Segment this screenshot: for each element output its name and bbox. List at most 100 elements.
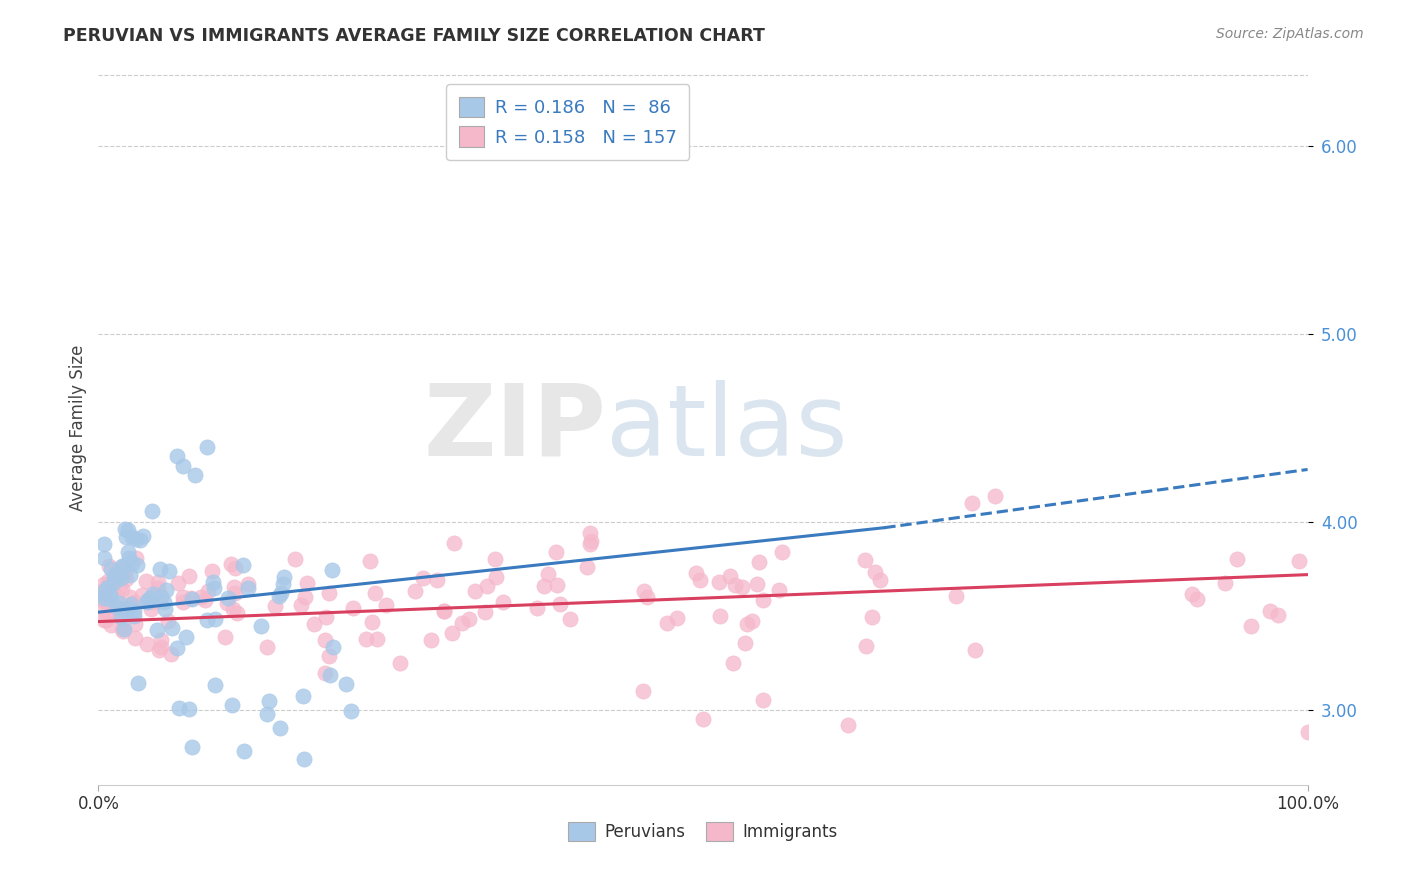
Point: [135, 574, 157, 588]
Point: [267, 589, 290, 603]
Point: [111, 622, 134, 636]
Point: [412, 571, 434, 585]
Point: [142, 587, 165, 601]
Point: [560, 612, 582, 626]
Point: [118, 591, 141, 605]
Point: [718, 569, 741, 583]
Point: [1296, 725, 1319, 739]
Point: [863, 565, 886, 579]
Point: [741, 614, 763, 628]
Point: [1181, 587, 1204, 601]
Point: [256, 640, 278, 654]
Point: [114, 572, 136, 586]
Point: [93, 588, 115, 602]
Point: [269, 721, 291, 735]
Point: [224, 580, 246, 594]
Point: [121, 530, 143, 544]
Point: [93, 593, 115, 607]
Point: [404, 583, 426, 598]
Point: [432, 604, 454, 618]
Point: [180, 591, 202, 606]
Point: [153, 602, 176, 616]
Point: [578, 526, 600, 541]
Point: [290, 598, 312, 612]
Point: [360, 615, 382, 629]
Point: [232, 558, 254, 573]
Point: [433, 604, 456, 618]
Point: [837, 718, 859, 732]
Point: [283, 551, 305, 566]
Point: [214, 630, 236, 644]
Y-axis label: Average Family Size: Average Family Size: [69, 345, 87, 511]
Point: [853, 552, 876, 566]
Point: [233, 743, 256, 757]
Point: [318, 586, 340, 600]
Point: [655, 616, 678, 631]
Text: atlas: atlas: [606, 380, 848, 476]
Point: [1185, 592, 1208, 607]
Point: [963, 643, 986, 657]
Point: [238, 581, 260, 595]
Point: [579, 533, 602, 548]
Point: [127, 675, 149, 690]
Point: [131, 588, 153, 602]
Point: [139, 591, 162, 605]
Point: [97, 558, 120, 573]
Point: [855, 639, 877, 653]
Point: [318, 668, 340, 682]
Point: [110, 567, 132, 582]
Point: [110, 558, 132, 573]
Point: [464, 584, 486, 599]
Point: [443, 536, 465, 550]
Point: [485, 570, 508, 584]
Point: [148, 642, 170, 657]
Point: [108, 568, 131, 582]
Point: [342, 600, 364, 615]
Point: [108, 579, 131, 593]
Point: [685, 566, 707, 581]
Point: [122, 609, 145, 624]
Point: [114, 603, 136, 617]
Point: [98, 592, 121, 607]
Point: [201, 565, 224, 579]
Point: [114, 522, 136, 536]
Point: [105, 600, 128, 615]
Point: [118, 551, 141, 566]
Point: [136, 592, 159, 607]
Point: [735, 616, 758, 631]
Point: [157, 565, 180, 579]
Point: [172, 590, 194, 604]
Point: [546, 578, 568, 592]
Point: [204, 612, 226, 626]
Point: [150, 632, 173, 647]
Point: [93, 591, 115, 605]
Point: [97, 574, 120, 588]
Point: [179, 702, 201, 716]
Point: [122, 595, 145, 609]
Point: [146, 623, 169, 637]
Point: [112, 568, 135, 582]
Point: [747, 576, 769, 591]
Point: [709, 575, 731, 590]
Point: [150, 640, 173, 655]
Point: [945, 589, 967, 603]
Point: [221, 558, 243, 572]
Point: [100, 562, 122, 576]
Point: [734, 635, 756, 649]
Point: [136, 595, 159, 609]
Point: [124, 632, 146, 646]
Point: [115, 530, 138, 544]
Point: [108, 596, 131, 610]
Point: [224, 586, 246, 600]
Legend: Peruvians, Immigrants: Peruvians, Immigrants: [561, 815, 845, 848]
Point: [142, 594, 165, 608]
Point: [136, 594, 159, 608]
Point: [578, 537, 600, 551]
Point: [149, 562, 172, 576]
Point: [294, 752, 316, 766]
Point: [526, 601, 548, 615]
Point: [93, 583, 115, 598]
Point: [157, 614, 180, 628]
Point: [221, 698, 243, 712]
Point: [110, 603, 132, 617]
